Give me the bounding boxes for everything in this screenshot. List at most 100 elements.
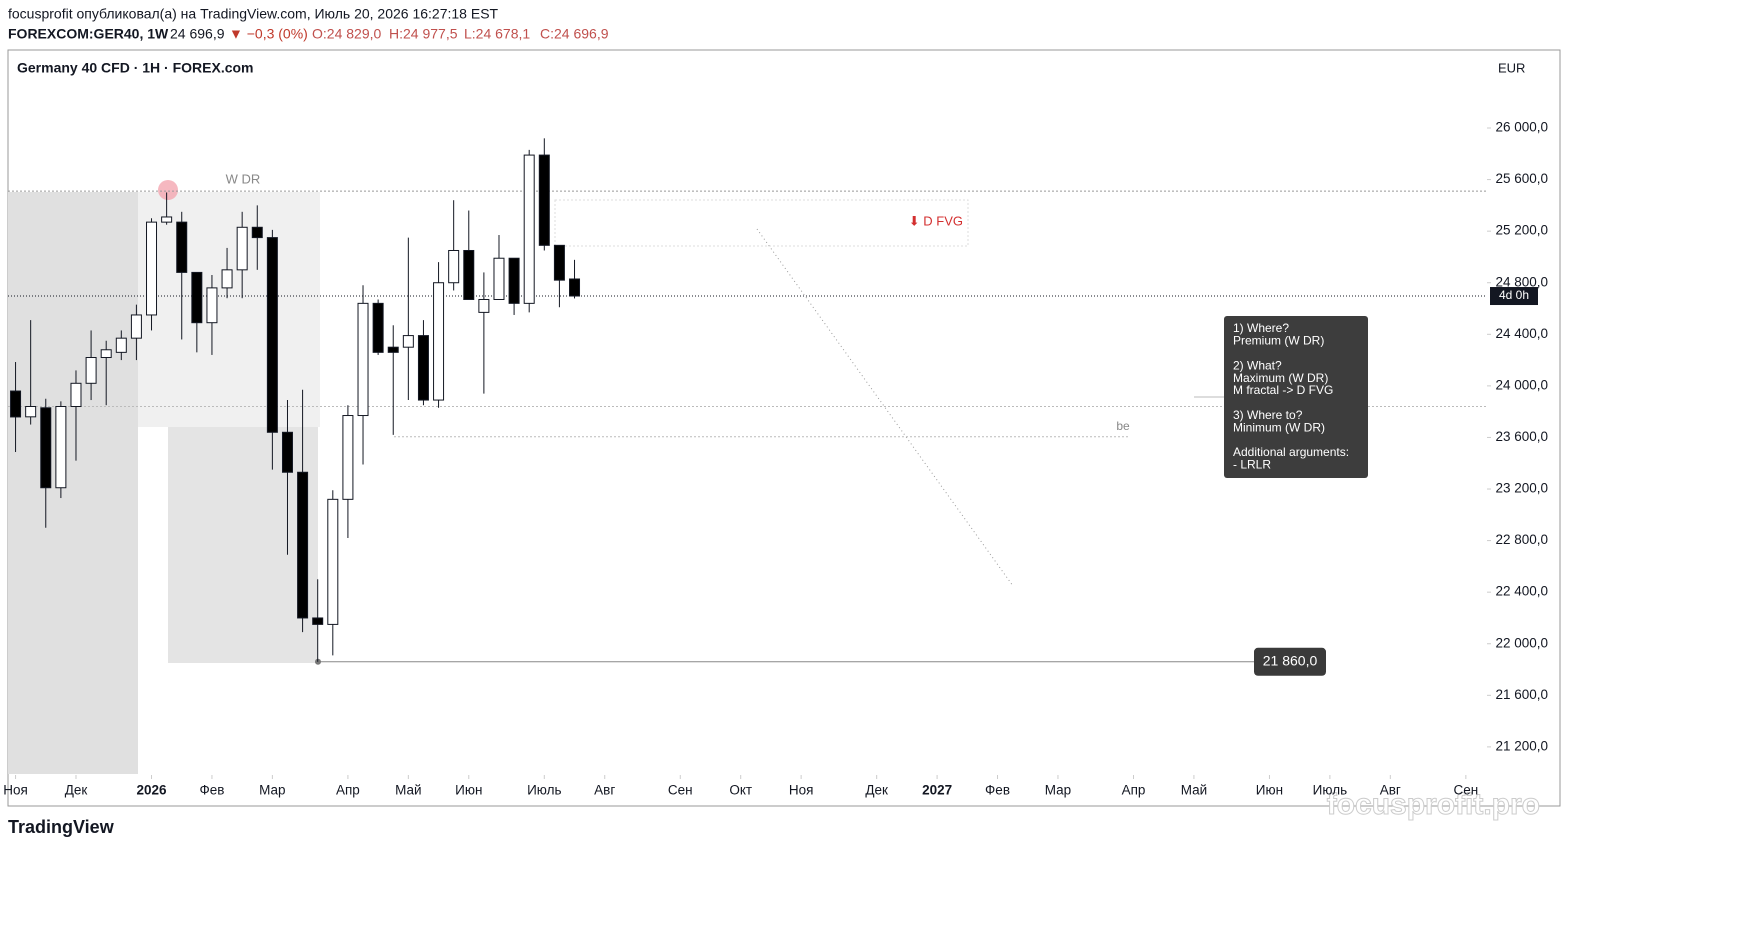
x-tick-label: Июн xyxy=(455,783,482,798)
y-tick-label: 25 200,0 xyxy=(1495,223,1548,238)
candle-body xyxy=(115,337,127,353)
candle-body xyxy=(538,154,550,246)
x-tick-label: 2027 xyxy=(922,783,952,798)
high: H:24 977,5 xyxy=(389,26,458,42)
candle-body xyxy=(342,415,354,500)
candle-body xyxy=(387,346,399,353)
candle-body xyxy=(176,221,188,273)
candle-body xyxy=(312,617,324,625)
x-tick-label: Июн xyxy=(1256,783,1283,798)
y-tick-label: 26 000,0 xyxy=(1495,120,1548,135)
y-tick-label: 23 200,0 xyxy=(1495,481,1548,496)
fvg-label: ⬇ D FVG xyxy=(909,213,963,228)
callout-line: 2) What? xyxy=(1233,358,1282,372)
x-tick-label: Авг xyxy=(594,783,615,798)
change: ▼ −0,3 (0%) xyxy=(229,26,308,42)
callout-line: M fractal -> D FVG xyxy=(1233,383,1333,397)
callout-line: Minimum (W DR) xyxy=(1233,420,1325,434)
candle-body xyxy=(508,257,520,304)
x-tick-label: Мар xyxy=(259,783,285,798)
price-tag-label: 21 860,0 xyxy=(1263,652,1318,668)
candle-body xyxy=(161,216,173,223)
currency: EUR xyxy=(1498,60,1525,75)
candle-body xyxy=(327,498,339,625)
x-tick-label: Окт xyxy=(729,783,752,798)
candle-body xyxy=(25,406,37,418)
plot: 26 000,0 25 600,0 25 200,0 24 800,0 24 400,0… xyxy=(3,120,1548,798)
watermark: focusprofit.pro xyxy=(1327,788,1540,821)
candle-body xyxy=(357,302,369,417)
publish-line: focusprofit опубликовал(а) на TradingVie… xyxy=(8,6,499,22)
x-tick-label: Июль xyxy=(1313,783,1347,798)
y-tick-label: 24 000,0 xyxy=(1495,377,1548,392)
candle-body xyxy=(236,226,248,271)
x-tick-label: Дек xyxy=(65,783,88,798)
last-price: 24 696,9 xyxy=(170,26,225,42)
countdown: 4d 0h xyxy=(1499,288,1529,302)
zone xyxy=(8,192,138,774)
x-tick-label: Май xyxy=(1181,783,1207,798)
y-tick-label: 22 800,0 xyxy=(1495,532,1548,547)
candle-body xyxy=(130,314,142,339)
zone xyxy=(168,427,318,663)
symbol: FOREXCOM:GER40, 1W xyxy=(8,26,169,42)
callout-line: Premium (W DR) xyxy=(1233,334,1324,348)
x-tick-label: Фев xyxy=(199,783,224,798)
x-tick-label: Авг xyxy=(1380,783,1401,798)
fvg-box xyxy=(554,199,969,247)
callout-line: - LRLR xyxy=(1233,458,1271,472)
x-tick-label: Июль xyxy=(527,783,561,798)
candle-body xyxy=(100,349,112,359)
callout-line: Additional arguments: xyxy=(1233,445,1349,459)
x-tick-label: Апр xyxy=(336,783,360,798)
y-tick-label: 22 000,0 xyxy=(1495,635,1548,650)
y-tick-label: 24 400,0 xyxy=(1495,326,1548,341)
candle-body xyxy=(553,244,565,281)
candle-body xyxy=(40,407,52,489)
callout-box xyxy=(1224,316,1368,478)
callout-line: 1) Where? xyxy=(1233,321,1289,335)
candle-body xyxy=(372,302,384,353)
x-tick-label: Мар xyxy=(1045,783,1071,798)
x-tick-label: 2026 xyxy=(136,783,167,798)
logo: TradingView xyxy=(8,817,115,837)
candle-body xyxy=(266,237,278,433)
x-tick-label: Дек xyxy=(865,783,888,798)
candle-body xyxy=(191,271,203,324)
candle-body xyxy=(206,287,218,324)
x-tick-label: Апр xyxy=(1122,783,1146,798)
y-tick-label: 21 600,0 xyxy=(1495,687,1548,702)
y-tick-label: 23 600,0 xyxy=(1495,429,1548,444)
y-tick-label: 24 800,0 xyxy=(1495,274,1548,289)
candle-body xyxy=(433,282,445,401)
candle-body xyxy=(221,269,233,289)
y-tick-label: 25 600,0 xyxy=(1495,171,1548,186)
close: C:24 696,9 xyxy=(540,26,609,42)
candle-body xyxy=(10,390,22,418)
candle-body xyxy=(281,431,293,473)
candle-body xyxy=(297,471,309,619)
callout-line: 3) Where to? xyxy=(1233,408,1303,422)
zone xyxy=(138,192,320,427)
candle-body xyxy=(523,154,535,304)
candle-body xyxy=(569,278,581,297)
x-tick-label: Май xyxy=(395,783,421,798)
candle-body xyxy=(85,357,97,384)
candle-body xyxy=(478,298,490,313)
x-tick-label: Ноя xyxy=(789,783,814,798)
open: O:24 829,0 xyxy=(312,26,381,42)
y-tick-label: 22 400,0 xyxy=(1495,584,1548,599)
chart-title: Germany 40 CFD · 1H · FOREX.com xyxy=(17,60,254,76)
price-tag xyxy=(1254,647,1326,676)
candle-body xyxy=(463,249,475,300)
x-tick-label: Сен xyxy=(1453,783,1478,798)
candle-body xyxy=(146,221,158,316)
candle-body xyxy=(402,335,414,348)
level-label: W DR xyxy=(226,172,261,187)
candle-body xyxy=(448,249,460,284)
candle-body xyxy=(55,406,67,489)
low: L:24 678,1 xyxy=(464,26,530,42)
x-tick-label: Сен xyxy=(668,783,693,798)
candle-body xyxy=(70,382,82,408)
